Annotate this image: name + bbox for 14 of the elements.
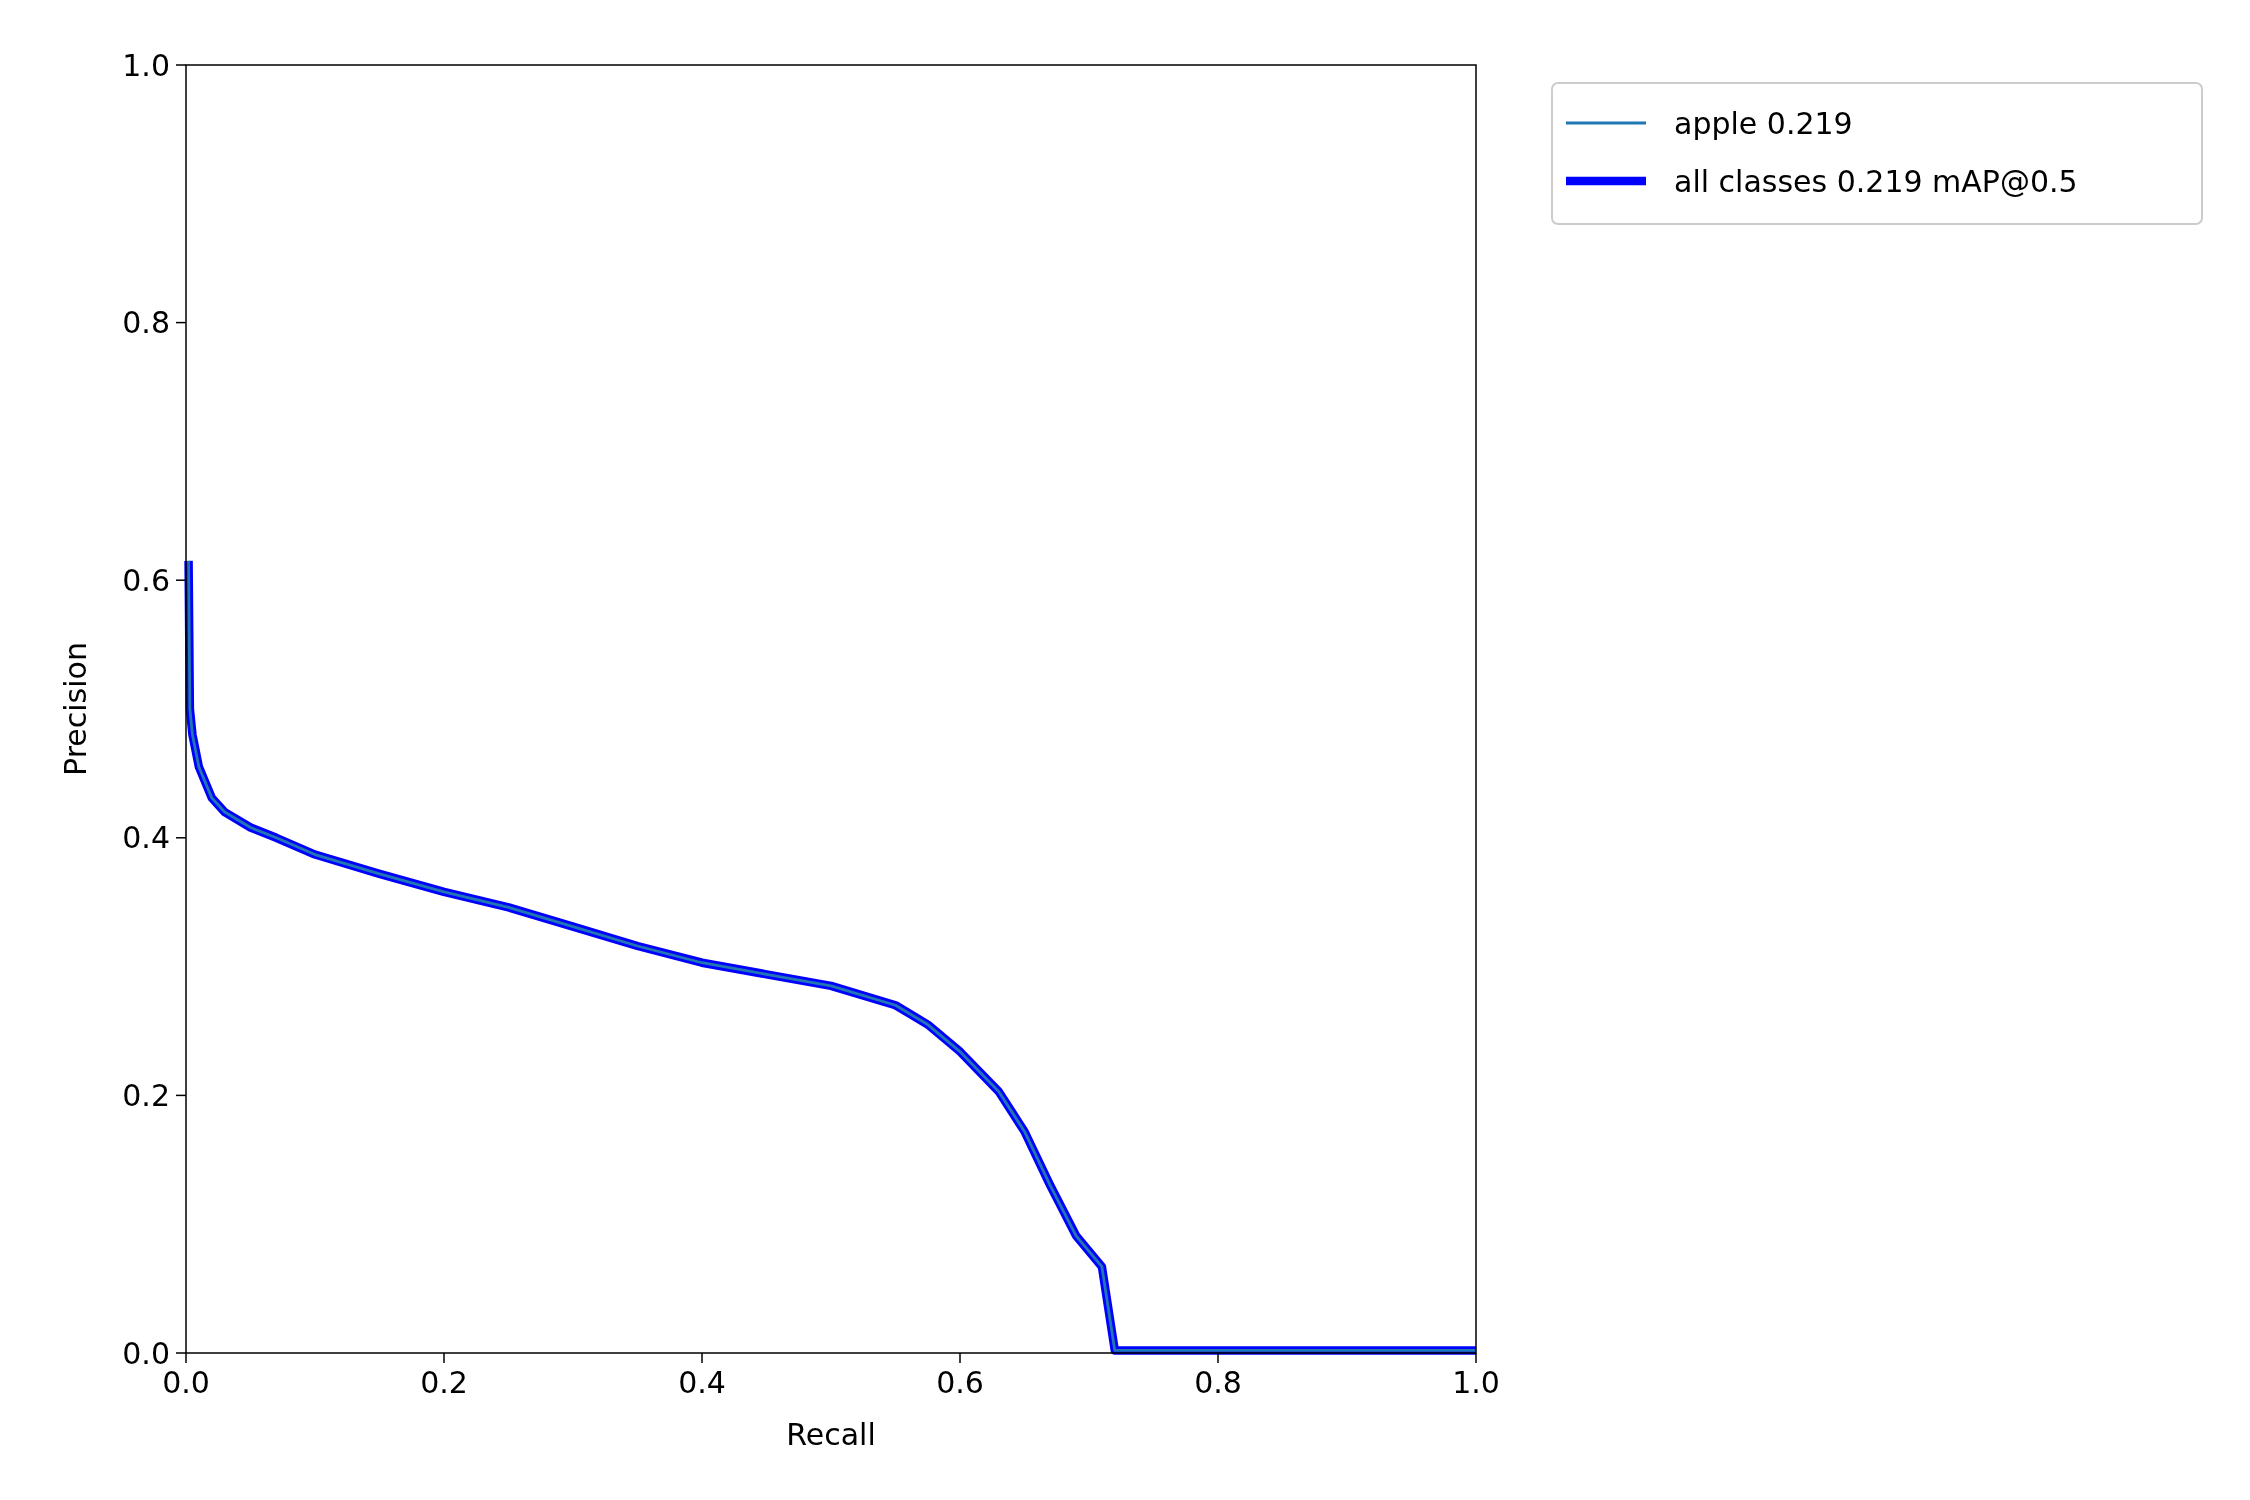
x-tick-label: 0.2	[420, 1365, 468, 1400]
y-tick-label: 0.8	[122, 305, 170, 341]
x-axis-title: Recall	[786, 1417, 876, 1452]
x-tick-label: 1.0	[1452, 1365, 1500, 1400]
y-tick-label: 0.6	[122, 562, 170, 598]
legend-label: apple 0.219	[1674, 105, 1853, 141]
y-tick-label: 0.4	[122, 820, 170, 856]
x-tick-label: 0.6	[936, 1365, 984, 1400]
legend-label: all classes 0.219 mAP@0.5	[1674, 163, 2078, 199]
y-tick-label: 0.2	[122, 1077, 170, 1113]
x-tick-label: 0.8	[1194, 1365, 1242, 1400]
x-tick-label: 0.4	[678, 1365, 726, 1400]
y-tick-label: 1.0	[122, 47, 170, 83]
y-axis-title: Precision	[58, 642, 93, 776]
